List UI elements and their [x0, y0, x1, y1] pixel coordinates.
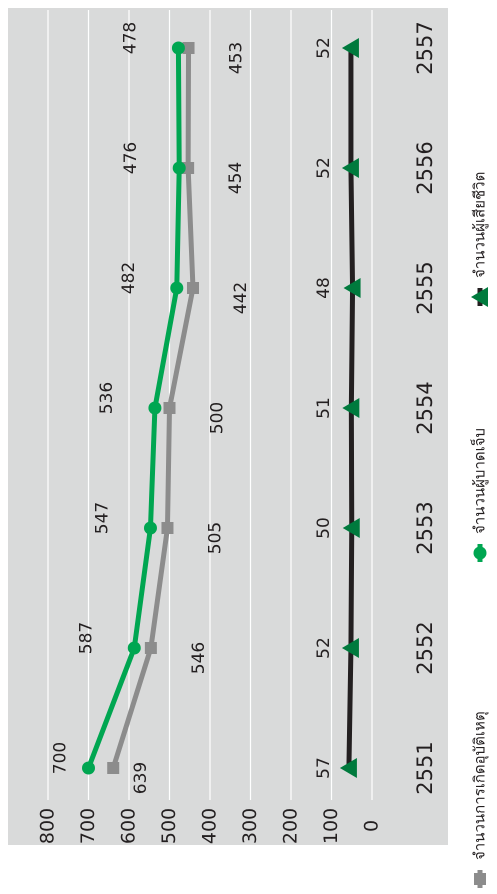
data-point	[341, 38, 359, 58]
data-point	[342, 518, 360, 538]
data-label: 536	[97, 382, 117, 414]
data-label: 51	[314, 397, 334, 419]
value-tick-label: 700	[77, 808, 99, 844]
data-point	[339, 758, 357, 778]
data-label: 476	[121, 142, 141, 174]
value-tick-label: 200	[280, 808, 302, 844]
data-point	[172, 161, 186, 175]
legend-label: จำนวนผู้บาดเจ็บ	[470, 428, 489, 534]
data-point	[148, 401, 162, 415]
legend-marker	[473, 546, 487, 560]
data-label: 639	[131, 762, 151, 794]
data-point	[127, 641, 141, 655]
value-tick-label: 600	[118, 808, 140, 844]
category-label: 2556	[413, 141, 437, 194]
data-point	[107, 762, 120, 774]
data-label: 478	[120, 22, 140, 54]
value-tick-label: 400	[199, 808, 221, 844]
data-label: 500	[208, 402, 228, 434]
category-label: 2555	[413, 261, 437, 314]
data-point	[143, 521, 157, 535]
data-point	[341, 158, 359, 178]
value-tick-label: 500	[158, 808, 180, 844]
data-point	[182, 42, 195, 54]
data-label: 52	[314, 157, 334, 179]
data-point	[186, 282, 199, 294]
data-label: 700	[51, 742, 71, 774]
category-label: 2551	[413, 741, 437, 794]
data-label: 52	[314, 637, 334, 659]
category-label: 2557	[413, 21, 437, 74]
data-label: 505	[205, 522, 225, 554]
category-label: 2553	[413, 501, 437, 554]
data-point	[82, 761, 95, 775]
legend-label: จำนวนผู้เสียชีวิต	[471, 172, 489, 278]
category-label: 2552	[413, 621, 437, 674]
data-point	[171, 41, 185, 55]
legend-label: จำนวนการเกิดอุบัติเหตุ	[471, 711, 490, 860]
data-point	[343, 278, 361, 298]
data-point	[161, 522, 174, 534]
value-tick-label: 800	[37, 808, 59, 844]
data-point	[170, 281, 184, 295]
plot-area	[8, 8, 448, 845]
data-label: 453	[227, 42, 247, 74]
data-label: 57	[314, 757, 334, 779]
data-label: 482	[119, 262, 139, 294]
value-tick-label: 100	[320, 808, 342, 844]
data-label: 48	[314, 277, 334, 299]
data-label: 454	[226, 162, 246, 194]
data-point	[163, 402, 176, 414]
data-label: 52	[314, 37, 334, 59]
data-label: 547	[92, 502, 112, 534]
value-tick-label: 300	[239, 808, 261, 844]
data-label: 587	[76, 622, 96, 654]
legend-marker	[471, 287, 488, 307]
data-label: 442	[231, 282, 251, 314]
data-point	[144, 642, 157, 654]
value-tick-label: 0	[361, 820, 383, 832]
legend-marker	[474, 873, 486, 885]
data-point	[342, 398, 360, 418]
data-label: 50	[314, 517, 334, 539]
data-point	[341, 638, 359, 658]
data-point	[182, 162, 195, 174]
data-label: 546	[189, 642, 209, 674]
category-label: 2554	[413, 381, 437, 434]
